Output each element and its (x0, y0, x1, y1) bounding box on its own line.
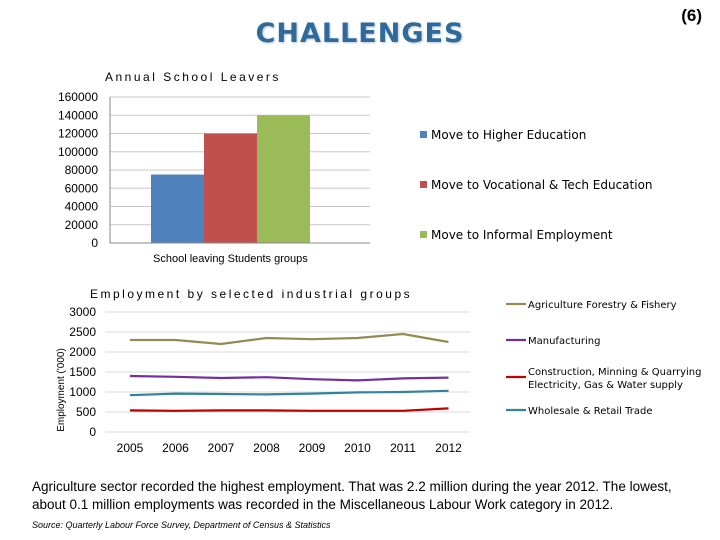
bar-chart-x-label: School leaving Students groups (153, 253, 308, 265)
line-y-tick-label: 3000 (69, 305, 96, 319)
bar-y-tick-label: 60000 (65, 181, 99, 195)
line-chart: Employment by selected industrial groups… (56, 287, 702, 455)
legend-label: Move to Higher Education (431, 128, 586, 142)
line-chart-y-label: Employment ('000) (56, 348, 67, 432)
line-y-tick-label: 2500 (69, 325, 96, 339)
bar (151, 174, 204, 243)
legend-swatch (420, 181, 427, 188)
line-chart-x-ticks: 2005 2006 2007 2008 2009 2010 2011 2012 (117, 441, 463, 455)
bar-y-tick-label: 0 (91, 236, 98, 250)
page-number: (6) (681, 6, 702, 25)
slide-title: CHALLENGES (255, 18, 465, 49)
line-x-tick-label: 2008 (253, 441, 280, 455)
bar-chart-title: Annual School Leavers (105, 70, 281, 84)
line-x-tick-label: 2012 (435, 441, 462, 455)
bar-chart-legend: Move to Higher Education Move to Vocation… (420, 128, 653, 242)
legend-swatch (420, 231, 427, 238)
bar-chart-y-ticks: 160000 140000 120000 100000 80000 60000 40000 2… (58, 90, 98, 250)
bar-y-tick-label: 100000 (58, 145, 98, 159)
line-y-tick-label: 2000 (69, 345, 96, 359)
legend-label: Manufacturing (528, 336, 600, 347)
legend-label: Agriculture Forestry & Fishery (528, 300, 677, 311)
legend-label: Construction, Minning & Quarrying Electri… (528, 367, 702, 391)
source-note: Source: Quarterly Labour Force Survey, D… (32, 520, 331, 530)
bar-y-tick-label: 40000 (65, 200, 99, 214)
bar-y-tick-label: 140000 (58, 108, 98, 122)
bar (257, 115, 310, 243)
bar (204, 133, 257, 243)
line-x-tick-label: 2011 (390, 441, 416, 455)
legend-swatch (420, 131, 427, 138)
series-line (129, 374, 449, 382)
legend-label: Move to Vocational & Tech Education (431, 178, 653, 192)
line-chart-series (129, 332, 449, 412)
bar-y-tick-label: 120000 (58, 127, 98, 141)
caption-text: Agriculture sector recorded the highest … (32, 479, 672, 512)
line-x-tick-label: 2005 (117, 441, 144, 455)
line-x-tick-label: 2007 (208, 441, 235, 455)
line-chart-y-ticks: 3000 2500 2000 1500 1000 500 0 (69, 305, 470, 439)
line-y-tick-label: 500 (76, 405, 96, 419)
bar-y-tick-label: 80000 (65, 163, 99, 177)
bar-chart: Annual School Leavers 160000 140000 120000… (58, 70, 653, 265)
bar-chart-bars (151, 115, 310, 243)
line-x-tick-label: 2009 (299, 441, 326, 455)
line-x-tick-label: 2006 (162, 441, 189, 455)
legend-label: Move to Informal Employment (431, 228, 613, 242)
line-y-tick-label: 0 (89, 425, 96, 439)
line-chart-legend: Agriculture Forestry & Fishery Manufactur… (506, 300, 702, 417)
bar-y-tick-label: 160000 (58, 90, 98, 104)
line-y-tick-label: 1000 (69, 385, 96, 399)
line-chart-title: Employment by selected industrial groups (90, 287, 412, 301)
series-line (130, 332, 449, 346)
line-x-tick-label: 2010 (344, 441, 371, 455)
series-line (129, 407, 449, 412)
legend-label: Wholesale & Retail Trade (528, 406, 653, 417)
line-y-tick-label: 1500 (69, 365, 96, 379)
bar-y-tick-label: 20000 (65, 218, 99, 232)
series-line (129, 389, 449, 397)
